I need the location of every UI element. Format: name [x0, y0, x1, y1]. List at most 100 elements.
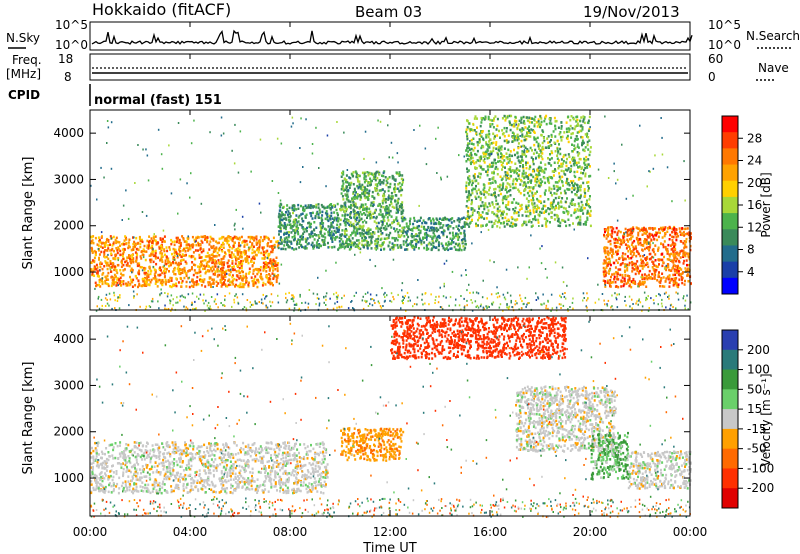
power-pixel — [217, 282, 220, 285]
power-pixel — [382, 248, 385, 251]
power-pixel — [405, 238, 408, 241]
power-pixel — [587, 158, 590, 161]
power-pixel — [395, 228, 398, 231]
power-pixel — [418, 234, 421, 238]
power-pixel — [503, 197, 506, 200]
power-pixel — [361, 171, 364, 175]
power-pixel — [325, 228, 328, 231]
power-pixel — [344, 206, 347, 209]
power-pixel — [165, 256, 168, 259]
power-pixel — [323, 241, 326, 244]
power-pixel — [212, 255, 215, 258]
power-pixel — [623, 265, 626, 269]
power-pixel — [179, 246, 182, 249]
power-pixel — [261, 257, 264, 260]
power-pixel — [482, 137, 485, 140]
power-pixel — [622, 258, 625, 261]
power-pixel — [473, 129, 476, 132]
power-pixel — [644, 228, 647, 231]
power-pixel — [553, 116, 556, 120]
power-pixel — [181, 235, 184, 238]
power-pixel — [378, 213, 381, 216]
power-pixel — [677, 259, 680, 263]
power-pixel — [397, 201, 400, 205]
power-pixel — [185, 285, 188, 288]
power-pixel — [581, 139, 584, 142]
power-pixel — [353, 227, 356, 230]
power-pixel — [552, 130, 555, 133]
power-pixel — [244, 257, 247, 261]
power-pixel — [176, 263, 179, 266]
power-pixel — [504, 173, 507, 177]
power-pixel — [161, 240, 164, 243]
power-pixel — [98, 275, 100, 278]
power-pixel — [485, 170, 487, 173]
power-pixel — [271, 261, 274, 265]
power-pixel — [664, 280, 667, 283]
power-ground-pixel — [288, 307, 291, 310]
power-pixel — [565, 210, 568, 213]
power-ground-pixel — [209, 305, 211, 308]
power-pixel — [232, 236, 235, 240]
power-pixel — [642, 228, 645, 232]
power-pixel — [579, 223, 582, 226]
power-pixel — [539, 195, 542, 198]
power-pixel — [475, 184, 477, 188]
power-pixel — [237, 244, 240, 247]
power-pixel — [543, 191, 546, 195]
power-pixel — [499, 146, 502, 150]
power-pixel — [554, 127, 557, 131]
power-pixel — [179, 276, 182, 280]
power-pixel — [359, 234, 362, 237]
power-pixel — [91, 259, 94, 262]
power-pixel — [247, 283, 250, 286]
power-pixel — [331, 234, 334, 238]
power-pixel — [436, 235, 439, 239]
power-pixel — [648, 232, 651, 236]
power-pixel — [385, 211, 388, 214]
power-pixel — [427, 226, 430, 229]
power-pixel — [625, 247, 628, 250]
power-pixel — [560, 205, 563, 208]
power-pixel — [530, 173, 533, 177]
power-pixel — [173, 243, 176, 247]
power-pixel — [263, 246, 265, 249]
power-pixel — [544, 115, 547, 119]
power-pixel — [367, 232, 370, 236]
power-ground-pixel — [165, 308, 168, 311]
power-pixel — [286, 240, 289, 244]
power-pixel — [586, 216, 589, 219]
power-pixel — [382, 182, 385, 185]
power-pixel — [573, 163, 576, 167]
power-pixel — [400, 177, 403, 181]
power-pixel — [272, 266, 275, 269]
power-pixel — [581, 209, 584, 212]
power-pixel — [475, 222, 477, 226]
power-pixel — [687, 255, 690, 259]
power-pixel — [302, 219, 305, 223]
power-pixel — [173, 272, 176, 276]
power-pixel — [258, 241, 261, 245]
power-pixel — [441, 218, 444, 221]
power-pixel — [219, 278, 222, 282]
power-pixel — [490, 141, 493, 145]
power-pixel — [466, 195, 469, 199]
power-pixel — [204, 272, 207, 275]
power-pixel — [470, 138, 473, 142]
power-pixel — [373, 231, 376, 234]
power-pixel — [313, 233, 316, 236]
power-pixel — [188, 246, 191, 250]
power-pixel — [115, 269, 118, 272]
power-pixel — [324, 236, 327, 239]
power-pixel — [202, 248, 205, 251]
power-pixel — [495, 147, 498, 150]
power-pixel — [681, 281, 684, 285]
power-pixel — [362, 185, 365, 189]
power-pixel — [579, 215, 582, 219]
power-pixel — [120, 280, 123, 284]
power-pixel — [638, 282, 641, 285]
power-pixel — [393, 187, 395, 191]
power-pixel — [446, 217, 448, 221]
power-pixel — [666, 250, 669, 254]
power-pixel — [583, 190, 586, 193]
